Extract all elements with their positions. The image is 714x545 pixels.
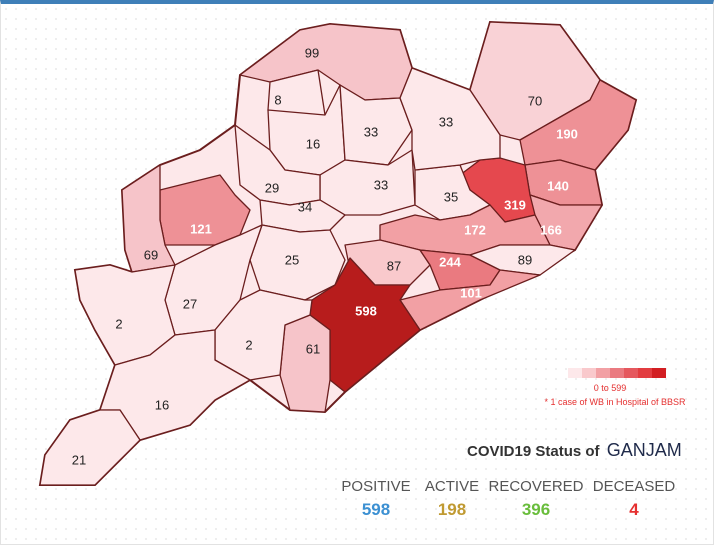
status-title-prefix: COVID19 Status of bbox=[467, 443, 600, 460]
district-4-value: 33 bbox=[364, 124, 378, 139]
legend-swatch bbox=[624, 368, 638, 378]
color-scale-legend bbox=[568, 368, 666, 378]
deceased-label: DECEASED bbox=[592, 478, 676, 495]
recovered-value: 396 bbox=[521, 500, 551, 519]
district-23[interactable] bbox=[309, 257, 421, 393]
district-name: GANJAM bbox=[606, 440, 682, 460]
district-19-value: 87 bbox=[387, 258, 401, 273]
legend-swatch bbox=[596, 368, 610, 378]
district-2-value: 8 bbox=[274, 92, 281, 107]
legend-swatch bbox=[652, 368, 666, 378]
district-29[interactable] bbox=[39, 409, 141, 486]
district-15-value: 121 bbox=[190, 221, 212, 236]
district-3-value: 16 bbox=[306, 136, 320, 151]
legend-swatch bbox=[582, 368, 596, 378]
positive-value: 598 bbox=[361, 500, 391, 519]
district-22[interactable] bbox=[399, 269, 541, 331]
district-6-value: 70 bbox=[528, 93, 542, 108]
legend-swatch bbox=[638, 368, 652, 378]
deceased-stat: DECEASED 4 bbox=[584, 478, 684, 520]
legend-range: 0 to 599 bbox=[593, 383, 627, 393]
status-title: COVID19 Status of GANJAM bbox=[467, 440, 682, 461]
district-7[interactable] bbox=[519, 79, 637, 171]
district-18-value: 172 bbox=[464, 222, 486, 237]
positive-label: POSITIVE bbox=[341, 478, 411, 495]
legend-swatch bbox=[568, 368, 582, 378]
district-13-value: 29 bbox=[265, 180, 279, 195]
district-8-value: 140 bbox=[547, 178, 569, 193]
district-12-value: 33 bbox=[439, 114, 453, 129]
district-26-value: 2 bbox=[115, 316, 122, 331]
district-28-value: 16 bbox=[155, 397, 169, 412]
active-label: ACTIVE bbox=[424, 478, 480, 495]
positive-stat: POSITIVE 598 bbox=[326, 478, 426, 520]
district-20-value: 244 bbox=[439, 254, 461, 269]
legend-swatch bbox=[610, 368, 624, 378]
district-1-value: 99 bbox=[305, 45, 319, 60]
district-24[interactable] bbox=[279, 314, 331, 413]
district-14-value: 34 bbox=[298, 199, 312, 214]
district-22-value: 101 bbox=[460, 285, 482, 300]
district-25-value: 27 bbox=[183, 296, 197, 311]
recovered-stat: RECOVERED 396 bbox=[486, 478, 586, 520]
district-27-value: 2 bbox=[245, 337, 252, 352]
district-10-value: 166 bbox=[540, 222, 562, 237]
legend-note: * 1 case of WB in Hospital of BBSR bbox=[544, 397, 686, 407]
district-21-value: 89 bbox=[518, 252, 532, 267]
deceased-value: 4 bbox=[629, 500, 639, 519]
district-11-value: 35 bbox=[444, 189, 458, 204]
district-29-value: 21 bbox=[72, 452, 86, 467]
district-5-value: 33 bbox=[374, 177, 388, 192]
district-23-value: 598 bbox=[355, 303, 377, 318]
district-16[interactable] bbox=[121, 164, 176, 273]
district-12[interactable] bbox=[399, 67, 501, 171]
district-16-value: 69 bbox=[144, 247, 158, 262]
active-value: 198 bbox=[437, 500, 467, 519]
recovered-label: RECOVERED bbox=[488, 478, 584, 495]
district-24-value: 61 bbox=[306, 341, 320, 356]
district-7-value: 190 bbox=[556, 126, 578, 141]
active-stat: ACTIVE 198 bbox=[402, 478, 502, 520]
district-17-value: 25 bbox=[285, 252, 299, 267]
district-9-value: 319 bbox=[504, 197, 526, 212]
